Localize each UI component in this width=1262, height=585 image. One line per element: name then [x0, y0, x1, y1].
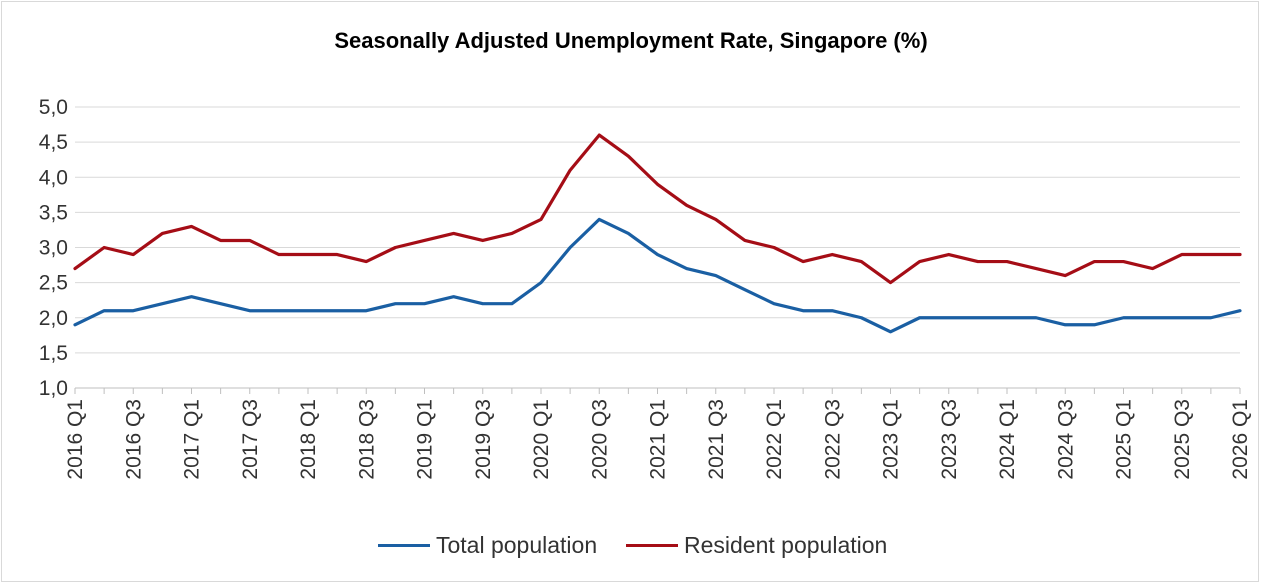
x-tick-label: 2023 Q3: [938, 399, 961, 480]
x-tick-label: 2019 Q1: [414, 399, 437, 480]
series-line-total: [73, 217, 1242, 334]
x-tick-label: 2025 Q1: [1113, 399, 1136, 480]
legend-item-total: Total population: [378, 530, 597, 560]
y-tick-label: 2,0: [39, 307, 68, 330]
y-tick-label: 4,5: [39, 131, 68, 154]
x-tick-label: 2016 Q1: [64, 399, 87, 480]
legend-item-resident: Resident population: [626, 530, 887, 560]
x-tick-label: 2023 Q1: [880, 399, 903, 480]
x-tick-label: 2017 Q3: [239, 399, 262, 480]
legend: Total population Resident population: [0, 530, 1262, 560]
y-tick-label: 4,0: [39, 166, 68, 189]
series-lines: [73, 133, 1242, 334]
y-tick-label: 5,0: [39, 96, 68, 119]
x-tick-label: 2020 Q1: [530, 399, 553, 480]
x-axis-ticks: 2016 Q1 2016 Q3 2017 Q1 2017 Q3 2018 Q1 2018 …: [64, 399, 1252, 480]
x-tick-label: 2022 Q3: [821, 399, 844, 480]
x-tick-label: 2025 Q3: [1171, 399, 1194, 480]
y-tick-label: 3,5: [39, 201, 68, 224]
y-tick-label: 3,0: [39, 237, 68, 260]
x-tick-label: 2018 Q1: [297, 399, 320, 480]
x-tick-label: 2024 Q3: [1054, 399, 1077, 480]
series-line-resident: [73, 133, 1242, 285]
axes: [74, 387, 1241, 394]
legend-swatch-total: [378, 543, 430, 547]
legend-swatch-resident: [626, 543, 678, 547]
x-tick-label: 2024 Q1: [996, 399, 1019, 480]
gridlines: [75, 106, 1240, 354]
x-tick-label: 2022 Q1: [763, 399, 786, 480]
x-tick-label: 2016 Q3: [122, 399, 145, 480]
legend-label-total: Total population: [436, 531, 598, 558]
x-tick-label: 2017 Q1: [181, 399, 204, 480]
y-tick-label: 2,5: [39, 272, 68, 295]
y-axis-ticks: 1,0 1,5 2,0 2,5 3,0 3,5 4,0 4,5 5,0: [39, 96, 68, 400]
y-tick-label: 1,0: [39, 377, 68, 400]
x-tick-label: 2020 Q3: [588, 399, 611, 480]
x-tick-label: 2021 Q1: [647, 399, 670, 480]
chart-title: Seasonally Adjusted Unemployment Rate, S…: [334, 28, 928, 53]
x-tick-label: 2021 Q3: [705, 399, 728, 480]
y-tick-label: 1,5: [39, 342, 68, 365]
x-tick-label: 2026 Q1: [1229, 399, 1252, 480]
x-tick-label: 2019 Q3: [472, 399, 495, 480]
legend-label-resident: Resident population: [684, 531, 888, 558]
x-tick-label: 2018 Q3: [355, 399, 378, 480]
